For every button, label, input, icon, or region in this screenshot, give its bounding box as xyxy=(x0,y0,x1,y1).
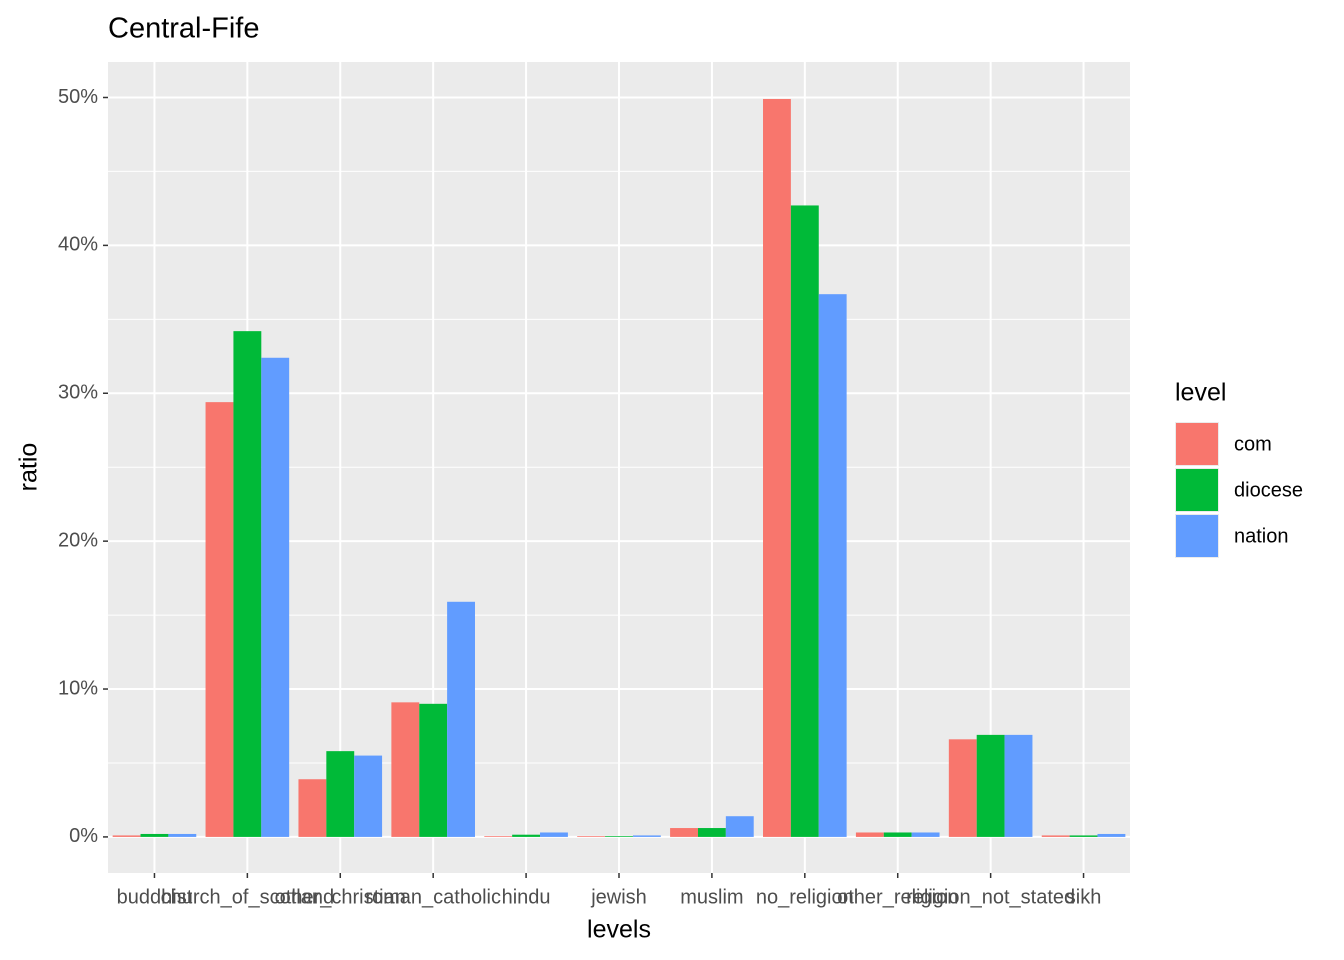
y-axis-label: ratio xyxy=(15,443,43,492)
bar xyxy=(632,835,661,837)
bar xyxy=(976,734,1005,837)
x-axis-label: levels xyxy=(587,916,651,944)
x-tick-label: jewish xyxy=(590,886,647,908)
bar xyxy=(697,828,726,837)
bar xyxy=(948,739,977,837)
bar xyxy=(419,703,448,837)
x-tick-label: other_religion xyxy=(837,886,958,908)
bar xyxy=(298,779,327,837)
bar xyxy=(1069,835,1098,837)
bar xyxy=(763,98,791,837)
x-tick-label: muslim xyxy=(680,886,743,908)
bar xyxy=(605,836,633,837)
bar xyxy=(168,833,197,837)
bar xyxy=(1097,833,1126,837)
bar xyxy=(670,828,698,837)
x-tick-label: other_christian xyxy=(275,886,406,908)
legend-label: com xyxy=(1234,433,1272,455)
x-tick-label: buddhist xyxy=(117,886,193,908)
x-tick-label: church_of_scotland xyxy=(161,886,334,908)
y-tick-label: 50% xyxy=(58,86,98,108)
legend-title: level xyxy=(1175,379,1226,407)
x-tick-label: hindu xyxy=(502,886,551,908)
bar xyxy=(577,836,606,837)
bar xyxy=(447,601,475,837)
bar xyxy=(1004,734,1033,837)
x-tick-label: roman_catholic xyxy=(365,886,501,908)
bar xyxy=(725,816,754,837)
legend-key xyxy=(1176,469,1218,511)
bar xyxy=(354,755,383,837)
bar xyxy=(233,331,262,837)
bar xyxy=(391,702,420,837)
x-tick-label: sikh xyxy=(1066,886,1102,908)
y-tick-label: 0% xyxy=(69,825,98,847)
bar xyxy=(261,357,290,837)
bar xyxy=(790,205,819,837)
bar xyxy=(883,832,912,837)
y-tick-label: 20% xyxy=(58,529,98,551)
x-tick-label: religion_not_stated xyxy=(906,886,1075,908)
x-tick-label: no_religion xyxy=(756,886,854,908)
bar xyxy=(1041,835,1070,837)
bar xyxy=(326,751,355,837)
bar xyxy=(140,833,169,837)
bar xyxy=(484,836,513,837)
bar xyxy=(540,832,568,837)
y-tick-label: 40% xyxy=(58,234,98,256)
legend-label: nation xyxy=(1234,525,1289,547)
chart-title: Central-Fife xyxy=(108,13,260,45)
bar xyxy=(512,834,541,837)
y-tick-label: 30% xyxy=(58,382,98,404)
bar xyxy=(818,294,847,837)
legend-key xyxy=(1176,515,1218,557)
legend-label: diocese xyxy=(1234,479,1303,501)
bar xyxy=(911,832,940,837)
bar xyxy=(112,835,141,837)
bar xyxy=(855,832,884,837)
y-tick-label: 10% xyxy=(58,677,98,699)
bar xyxy=(205,402,234,837)
legend-key xyxy=(1176,423,1218,465)
